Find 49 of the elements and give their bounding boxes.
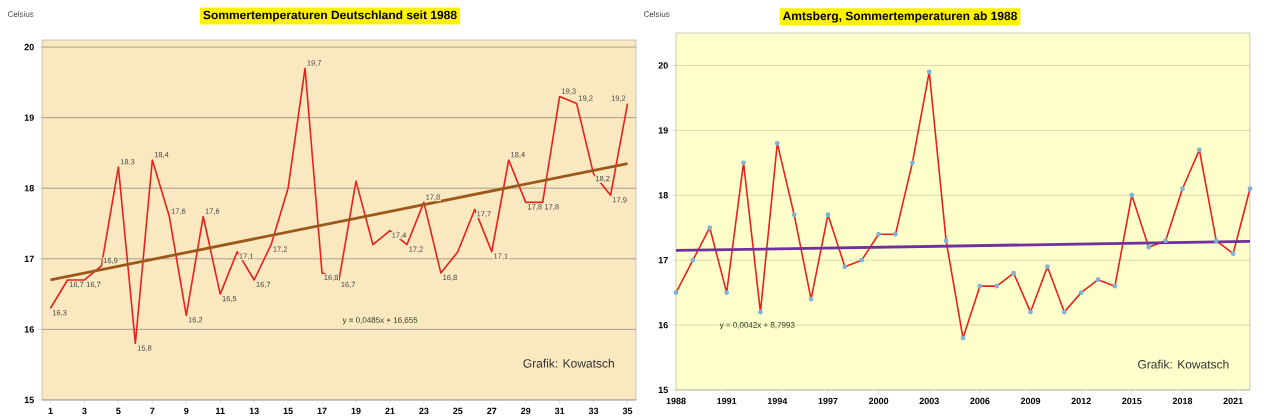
x-tick-label: 1988 — [666, 397, 686, 405]
x-tick-label: 2003 — [919, 397, 939, 405]
y-axis-title: Celsius — [7, 11, 34, 17]
x-tick-label: 2018 — [1172, 397, 1193, 405]
y-tick-label: 18 — [658, 192, 668, 199]
y-tick-label: 16 — [24, 326, 34, 333]
x-tick-label: 2021 — [1223, 397, 1243, 405]
x-tick-label: 5 — [116, 407, 121, 415]
chart-title: Sommertemperaturen Deutschland seit 1988 — [203, 10, 457, 22]
x-tick-label: 9 — [184, 407, 189, 415]
x-tick-label: 1 — [48, 407, 53, 414]
annotation: Grafik: Kowatsch — [523, 358, 614, 368]
x-tick-label: 19 — [351, 407, 361, 415]
y-tick-label: 16 — [658, 321, 668, 329]
x-tick-label: 11 — [216, 407, 225, 414]
x-tick-label: 2012 — [1071, 397, 1091, 405]
chart-title: Amtsberg, Sommertemperaturen ab 1988 — [782, 11, 1017, 23]
y-tick-label: 19 — [658, 127, 668, 134]
x-tick-label: 17 — [317, 407, 327, 414]
x-tick-label: 35 — [622, 407, 633, 415]
x-tick-label: 2006 — [970, 397, 990, 405]
y-tick-label: 18 — [24, 185, 34, 192]
x-tick-label: 23 — [419, 407, 429, 415]
x-tick-label: 1994 — [767, 397, 788, 405]
x-tick-label: 29 — [521, 407, 531, 415]
x-tick-label: 31 — [554, 407, 565, 415]
annotation: y = 0,0485x + 16,655 — [342, 317, 418, 325]
y-tick-label: 17 — [658, 257, 668, 264]
y-tick-label: 19 — [24, 114, 34, 121]
x-tick-label: 33 — [588, 407, 599, 415]
y-tick-label: 20 — [24, 43, 34, 51]
y-tick-label: 20 — [658, 62, 668, 69]
x-tick-label: 3 — [82, 407, 87, 415]
y-axis-title: Celsius — [643, 11, 670, 17]
y-tick-label: 17 — [24, 255, 34, 262]
x-tick-label: 13 — [249, 407, 259, 415]
x-tick-label: 2015 — [1122, 397, 1142, 405]
x-tick-label: 27 — [487, 407, 497, 415]
x-tick-label: 25 — [453, 407, 463, 415]
annotation: Grafik: Kowatsch — [1138, 359, 1229, 369]
x-tick-label: 2009 — [1020, 397, 1041, 405]
x-tick-label: 15 — [283, 407, 293, 415]
x-tick-label: 1997 — [818, 397, 838, 405]
y-tick-label: 15 — [658, 386, 668, 394]
x-tick-label: 7 — [150, 407, 155, 414]
x-tick-label: 21 — [385, 407, 395, 415]
x-tick-label: 1991 — [717, 397, 737, 405]
x-tick-label: 2000 — [868, 397, 889, 405]
annotation: y = 0,0042x + 8,7993 — [719, 322, 795, 330]
